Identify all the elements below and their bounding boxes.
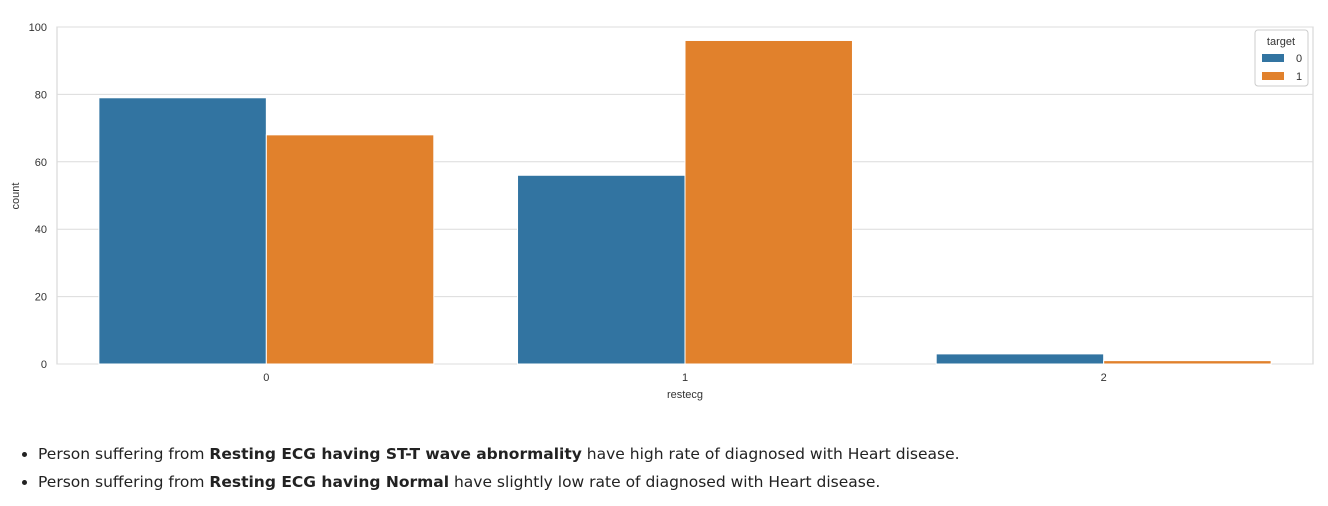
y-tick-label: 100 (29, 22, 47, 34)
bar-2-target-0 (935, 353, 1105, 365)
y-tick-labels: 0 20 40 60 80 100 (29, 22, 47, 371)
y-axis-label: count (10, 183, 22, 210)
x-tick-label: 0 (263, 372, 269, 384)
legend-items: 01 (1262, 53, 1302, 83)
y-tick-label: 40 (35, 224, 47, 236)
observation-item: Person suffering from Resting ECG having… (38, 468, 960, 496)
bar-1-target-1 (684, 39, 853, 365)
bar-1-target-0 (517, 174, 686, 365)
legend-title: target (1267, 36, 1295, 48)
observation-suffix: have slightly low rate of diagnosed with… (449, 473, 881, 491)
bar-2-target-1 (1103, 360, 1272, 365)
bar-0-target-0 (98, 97, 267, 365)
y-tick-label: 20 (35, 292, 47, 304)
observation-prefix: Person suffering from (38, 445, 210, 463)
x-tick-label: 2 (1101, 372, 1107, 384)
legend-label: 0 (1296, 53, 1302, 65)
observation-highlight: Resting ECG having Normal (209, 473, 450, 491)
bars (98, 39, 1272, 365)
legend-label: 1 (1296, 71, 1302, 83)
legend: target 01 (1254, 29, 1309, 87)
observation-suffix: have high rate of diagnosed with Heart d… (581, 445, 960, 463)
legend-swatch (1262, 72, 1284, 80)
bar-0-target-1 (265, 134, 435, 365)
observations-list: Person suffering from Resting ECG having… (18, 440, 960, 496)
observation-prefix: Person suffering from (38, 473, 210, 491)
x-axis-label: restecg (667, 389, 703, 401)
observation-highlight: Resting ECG having ST-T wave abnormality (209, 445, 582, 463)
y-tick-label: 0 (41, 359, 47, 371)
x-tick-label: 1 (682, 372, 688, 384)
observation-item: Person suffering from Resting ECG having… (38, 440, 960, 468)
x-tick-labels: 0 1 2 (263, 372, 1106, 384)
y-tick-label: 60 (35, 157, 47, 169)
y-tick-label: 80 (35, 89, 47, 101)
legend-swatch (1262, 54, 1284, 62)
